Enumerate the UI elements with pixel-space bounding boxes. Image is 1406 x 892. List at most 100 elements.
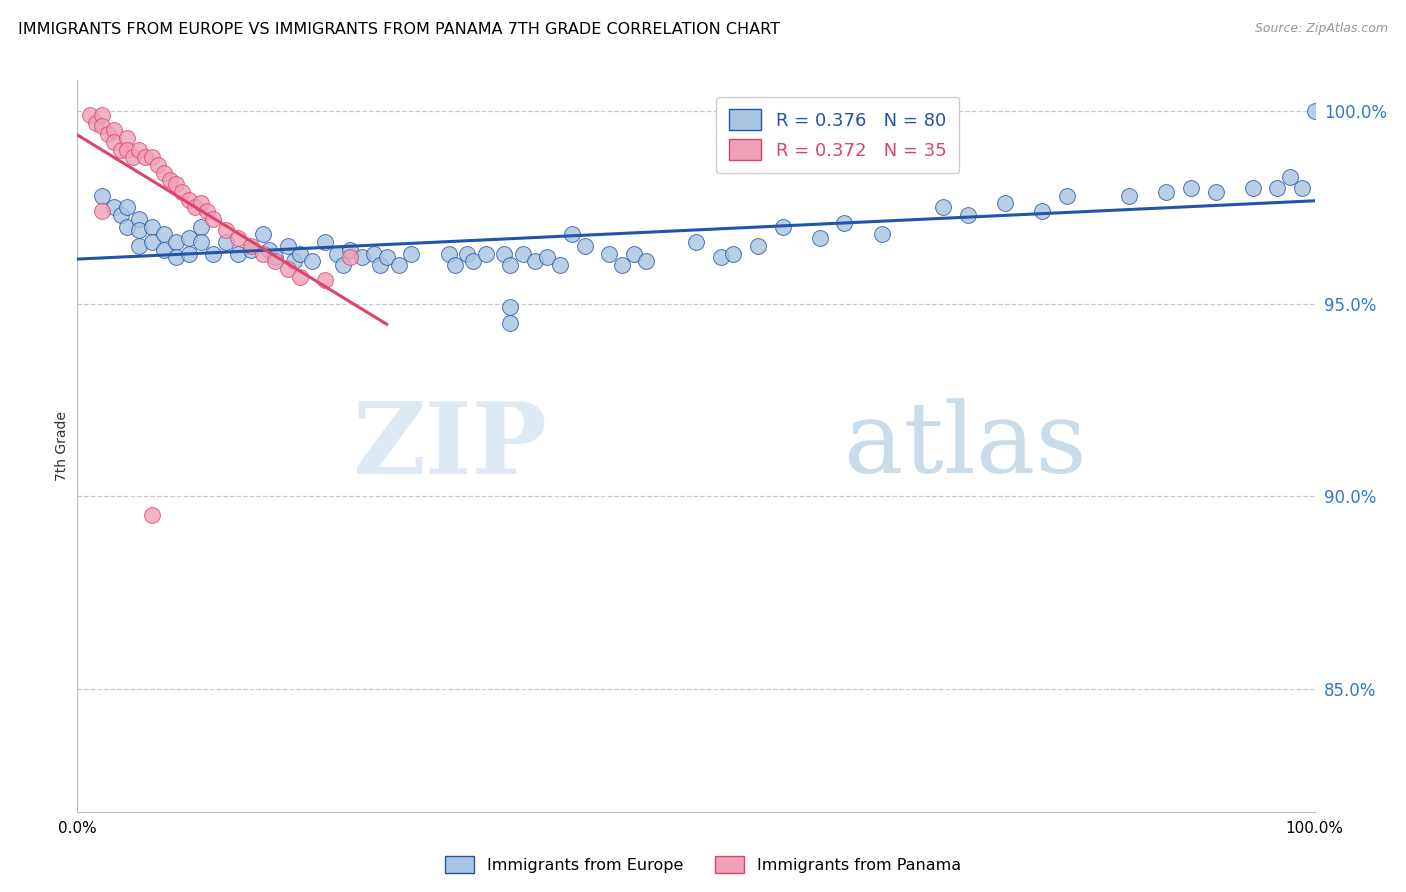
Point — [91, 204, 114, 219]
Text: atlas: atlas — [845, 398, 1087, 494]
Point — [215, 223, 238, 237]
Point — [252, 246, 274, 260]
Point — [226, 231, 249, 245]
Point — [1291, 181, 1313, 195]
Point — [91, 188, 114, 202]
Point — [153, 243, 176, 257]
Point — [283, 254, 305, 268]
Point — [257, 243, 280, 257]
Point — [159, 173, 181, 187]
Point — [277, 261, 299, 276]
Text: Source: ZipAtlas.com: Source: ZipAtlas.com — [1254, 22, 1388, 36]
Point — [264, 251, 287, 265]
Point — [128, 143, 150, 157]
Point — [177, 231, 200, 245]
Point — [141, 219, 163, 234]
Point — [870, 227, 893, 242]
Point — [134, 150, 156, 164]
Point — [1154, 185, 1177, 199]
Text: IMMIGRANTS FROM EUROPE VS IMMIGRANTS FROM PANAMA 7TH GRADE CORRELATION CHART: IMMIGRANTS FROM EUROPE VS IMMIGRANTS FRO… — [18, 22, 780, 37]
Point — [110, 143, 132, 157]
Point — [190, 235, 212, 249]
Point — [115, 219, 138, 234]
Point — [1205, 185, 1227, 199]
Point — [437, 246, 460, 260]
Point — [1056, 188, 1078, 202]
Point — [370, 258, 392, 272]
Point — [326, 246, 349, 260]
Point — [512, 246, 534, 260]
Point — [443, 258, 465, 272]
Point — [499, 316, 522, 330]
Point — [165, 235, 187, 249]
Point — [190, 196, 212, 211]
Point — [401, 246, 423, 260]
Point — [1180, 181, 1202, 195]
Point — [524, 254, 547, 268]
Point — [128, 223, 150, 237]
Point — [350, 251, 373, 265]
Point — [97, 127, 120, 141]
Point — [91, 108, 114, 122]
Point — [115, 200, 138, 214]
Point — [536, 251, 558, 265]
Point — [1241, 181, 1264, 195]
Point — [128, 239, 150, 253]
Point — [463, 254, 485, 268]
Point — [141, 508, 163, 523]
Point — [103, 200, 125, 214]
Point — [103, 123, 125, 137]
Point — [79, 108, 101, 122]
Point — [146, 158, 169, 172]
Point — [1118, 188, 1140, 202]
Y-axis label: 7th Grade: 7th Grade — [55, 411, 69, 481]
Point — [184, 200, 207, 214]
Point — [388, 258, 411, 272]
Point — [339, 251, 361, 265]
Point — [610, 258, 633, 272]
Point — [153, 227, 176, 242]
Point — [177, 246, 200, 260]
Point — [110, 208, 132, 222]
Point — [202, 246, 225, 260]
Point — [494, 246, 516, 260]
Point — [252, 227, 274, 242]
Point — [685, 235, 707, 249]
Point — [623, 246, 645, 260]
Point — [932, 200, 955, 214]
Point — [721, 246, 744, 260]
Point — [747, 239, 769, 253]
Point — [474, 246, 496, 260]
Point — [574, 239, 596, 253]
Point — [115, 143, 138, 157]
Point — [314, 273, 336, 287]
Point — [91, 120, 114, 134]
Point — [84, 115, 107, 129]
Point — [172, 185, 194, 199]
Point — [772, 219, 794, 234]
Point — [190, 219, 212, 234]
Point — [301, 254, 323, 268]
Point — [339, 243, 361, 257]
Legend: Immigrants from Europe, Immigrants from Panama: Immigrants from Europe, Immigrants from … — [439, 849, 967, 880]
Point — [499, 258, 522, 272]
Point — [165, 251, 187, 265]
Point — [277, 239, 299, 253]
Point — [636, 254, 658, 268]
Point — [994, 196, 1017, 211]
Point — [808, 231, 831, 245]
Point — [1031, 204, 1053, 219]
Point — [363, 246, 385, 260]
Point — [115, 131, 138, 145]
Point — [288, 246, 311, 260]
Point — [141, 150, 163, 164]
Point — [288, 269, 311, 284]
Point — [103, 135, 125, 149]
Point — [499, 301, 522, 315]
Point — [1303, 104, 1326, 119]
Point — [834, 216, 856, 230]
Point — [332, 258, 354, 272]
Point — [561, 227, 583, 242]
Point — [1278, 169, 1301, 184]
Point — [957, 208, 980, 222]
